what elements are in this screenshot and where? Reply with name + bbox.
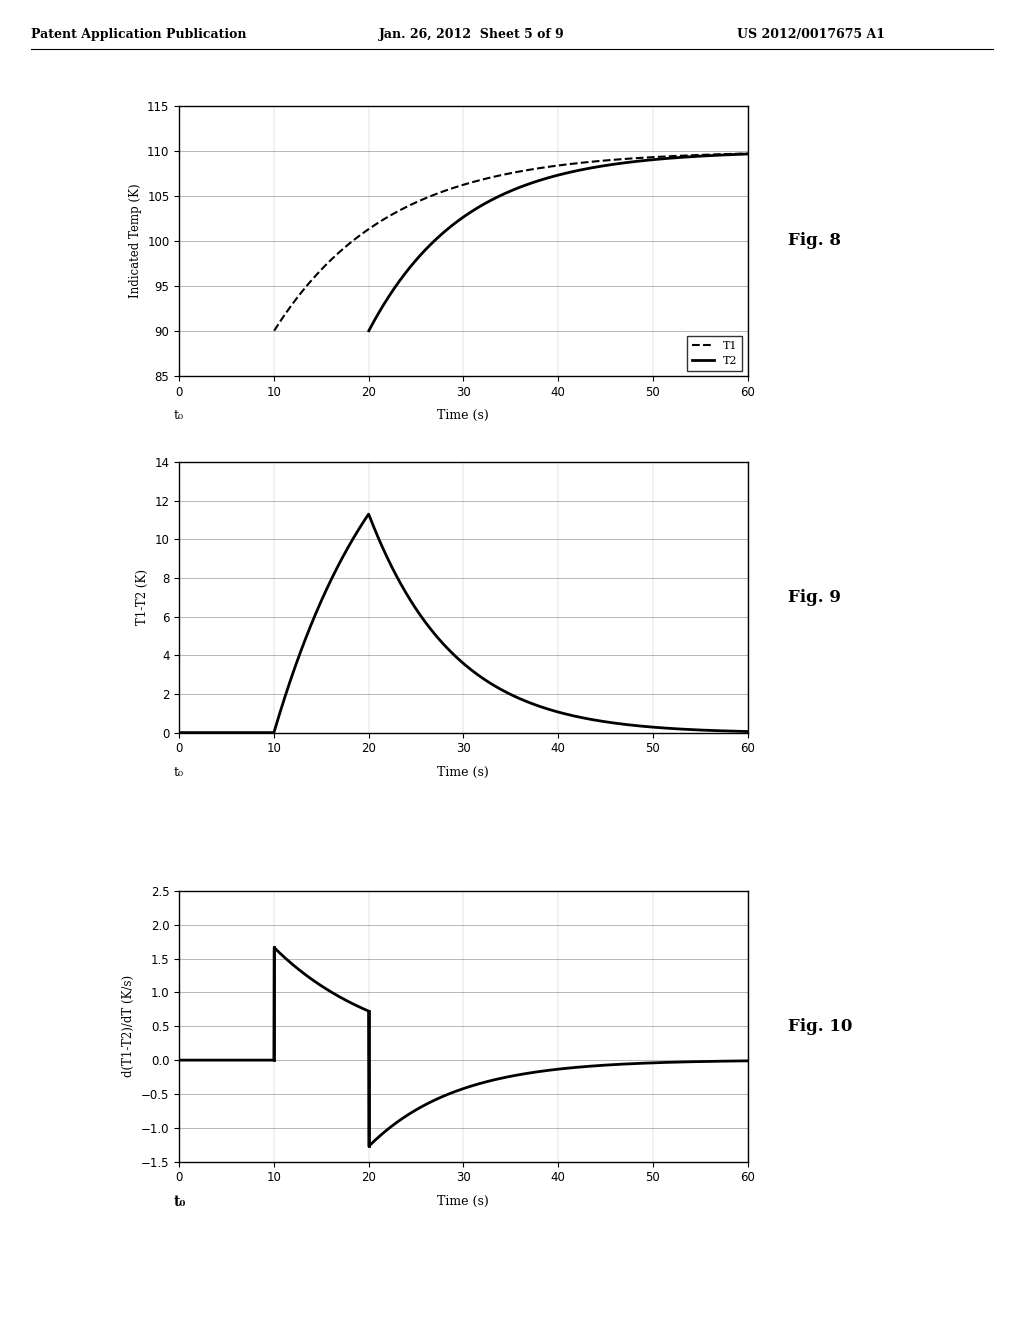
- Text: t₀: t₀: [174, 766, 184, 779]
- Y-axis label: d(T1-T2)/dT (K/s): d(T1-T2)/dT (K/s): [123, 975, 135, 1077]
- Text: Fig. 9: Fig. 9: [788, 589, 842, 606]
- Text: Patent Application Publication: Patent Application Publication: [31, 28, 246, 41]
- Y-axis label: T1-T2 (K): T1-T2 (K): [136, 569, 148, 626]
- Text: t₀: t₀: [174, 409, 184, 422]
- Text: Time (s): Time (s): [437, 766, 489, 779]
- Text: Time (s): Time (s): [437, 1195, 489, 1208]
- Text: t₀: t₀: [174, 1195, 186, 1209]
- Text: Fig. 10: Fig. 10: [788, 1018, 853, 1035]
- Text: Time (s): Time (s): [437, 409, 489, 422]
- Legend: T1, T2: T1, T2: [687, 337, 742, 371]
- Y-axis label: Indicated Temp (K): Indicated Temp (K): [129, 183, 141, 298]
- Text: Jan. 26, 2012  Sheet 5 of 9: Jan. 26, 2012 Sheet 5 of 9: [379, 28, 564, 41]
- Text: US 2012/0017675 A1: US 2012/0017675 A1: [737, 28, 886, 41]
- Text: Fig. 8: Fig. 8: [788, 232, 842, 249]
